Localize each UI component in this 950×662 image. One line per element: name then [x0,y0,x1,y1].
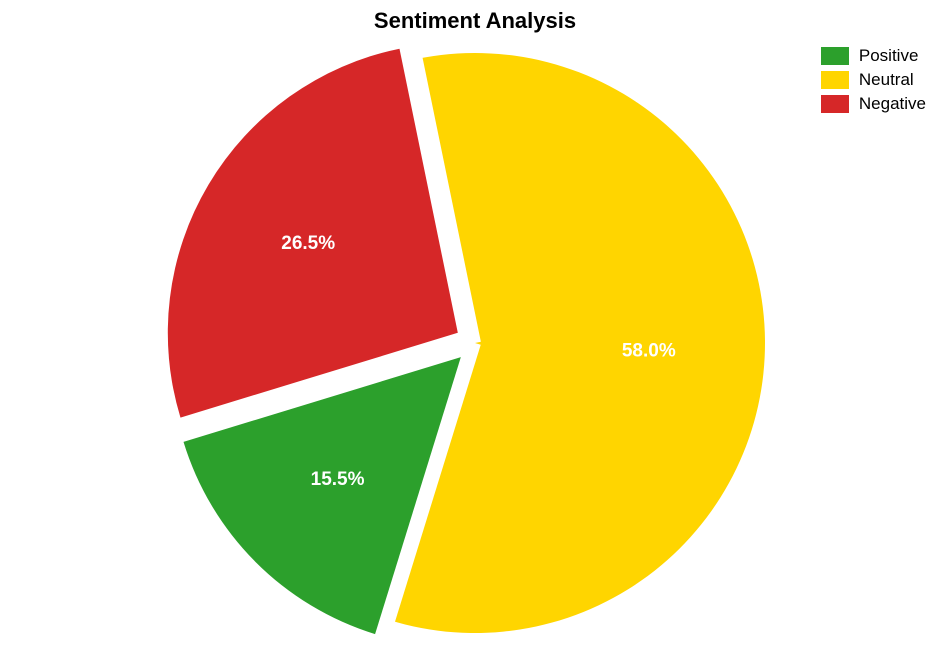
pie-label-negative: 26.5% [281,233,335,254]
legend-label-positive: Positive [859,46,919,66]
legend-swatch-negative [821,95,849,113]
legend-label-negative: Negative [859,94,926,114]
chart-title: Sentiment Analysis [0,8,950,34]
legend-item-neutral: Neutral [821,70,926,90]
legend-swatch-positive [821,47,849,65]
legend-swatch-neutral [821,71,849,89]
pie-slice-neutral [389,53,765,633]
legend: Positive Neutral Negative [821,46,926,118]
legend-label-neutral: Neutral [859,70,914,90]
pie-svg: 26.5% 58.0% 15.5% [185,53,765,633]
pie-label-positive: 15.5% [311,469,365,490]
pie-label-neutral: 58.0% [622,341,676,362]
legend-item-positive: Positive [821,46,926,66]
sentiment-pie-chart: Sentiment Analysis 26.5% 58.0% 15.5% Posit… [0,0,950,662]
legend-item-negative: Negative [821,94,926,114]
